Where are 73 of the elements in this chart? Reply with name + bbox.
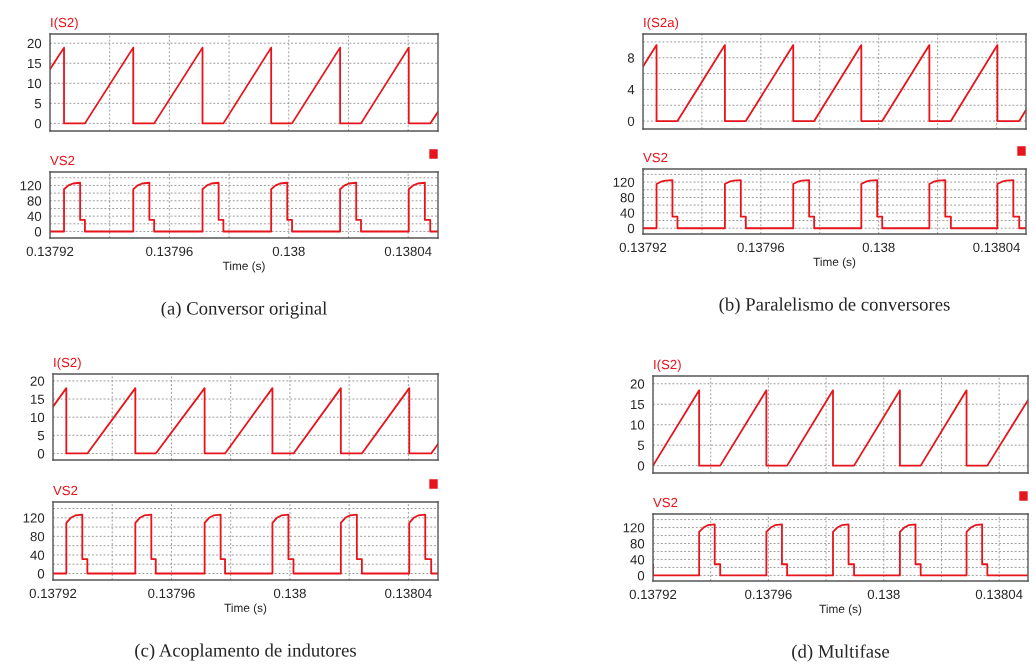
y-tick-label: 15 [631, 399, 645, 410]
chart-title: I(S2) [51, 17, 78, 30]
y-tick-label: 80 [30, 531, 45, 542]
y-tick-label: 0 [627, 116, 635, 126]
x-tick-label: 0.13804 [973, 242, 1020, 253]
y-tick-label: 0 [637, 570, 645, 581]
text: (c) Acoplamento de indutores [135, 643, 356, 661]
y-tick-label: 5 [34, 99, 42, 109]
x-axis-title: Time (s) [222, 261, 265, 273]
y-tick-label: 0 [637, 461, 645, 471]
chart-title: VS2 [653, 497, 678, 508]
y-tick-label: 80 [27, 196, 42, 206]
y-tick-label: 15 [31, 394, 45, 404]
x-axis-title: Time (s) [819, 604, 862, 616]
line-series [53, 387, 438, 455]
y-tick-label: 40 [620, 208, 635, 218]
chart-title: VS2 [643, 152, 668, 163]
y-tick-label: 10 [28, 78, 42, 89]
chart-title: I(S2a) [644, 17, 679, 30]
x-axis-title: Time (s) [224, 603, 267, 615]
line-series [50, 181, 438, 233]
y-tick-label: 120 [20, 181, 42, 191]
line-series [643, 44, 1026, 122]
y-tick-label: 15 [28, 58, 42, 69]
y-tick-label: 80 [620, 193, 635, 203]
y-tick-label: 20 [27, 38, 42, 49]
y-tick-label: 120 [623, 523, 645, 533]
x-tick-label: 0.138 [867, 589, 900, 600]
y-tick-label: 0 [627, 223, 635, 234]
x-tick-label: 0.13792 [26, 246, 74, 257]
y-tick-label: 80 [630, 539, 645, 549]
y-tick-label: 4 [627, 85, 635, 95]
y-tick-label: 10 [31, 412, 45, 423]
x-tick-label: 0.13804 [385, 588, 432, 599]
y-tick-label: 0 [37, 569, 45, 579]
x-axis-title: Time (s) [813, 257, 856, 269]
y-tick-label: 0 [34, 227, 42, 237]
line-series [50, 46, 438, 125]
text: (d) Multifase [792, 644, 890, 662]
x-tick-label: 0.138 [272, 246, 305, 257]
x-tick-label: 0.13796 [148, 588, 195, 599]
y-tick-label: 40 [630, 555, 645, 565]
line-series [653, 523, 1028, 577]
chart-title: VS2 [50, 155, 75, 166]
y-tick-label: 5 [37, 431, 45, 441]
y-tick-label: 10 [631, 420, 645, 430]
text: (a) Conversor original [161, 301, 327, 319]
line-series [53, 513, 438, 575]
y-tick-label: 5 [637, 440, 645, 451]
x-tick-label: 0.13796 [745, 589, 792, 600]
x-tick-label: 0.138 [273, 588, 306, 599]
x-tick-label: 0.13796 [737, 242, 785, 253]
y-tick-label: 120 [613, 177, 635, 187]
y-tick-label: 0 [37, 449, 45, 459]
x-tick-label: 0.13792 [29, 588, 77, 599]
x-tick-label: 0.13792 [619, 242, 667, 253]
chart-title: I(S2) [654, 359, 681, 372]
y-tick-label: 120 [23, 513, 45, 523]
x-tick-label: 0.138 [862, 242, 895, 253]
x-tick-label: 0.13804 [384, 246, 432, 257]
y-tick-label: 20 [30, 376, 45, 386]
y-tick-label: 40 [30, 550, 45, 560]
line-series [643, 179, 1026, 230]
y-tick-label: 40 [27, 211, 42, 222]
chart-title: I(S2) [54, 357, 81, 370]
y-tick-label: 8 [627, 53, 635, 63]
y-tick-label: 0 [34, 118, 42, 129]
x-tick-label: 0.13796 [146, 246, 193, 257]
y-tick-label: 20 [630, 379, 645, 389]
text: (b) Paralelismo de conversores [719, 297, 950, 315]
x-tick-label: 0.13804 [975, 589, 1023, 600]
chart-title: VS2 [53, 485, 78, 496]
x-tick-label: 0.13792 [629, 589, 677, 600]
